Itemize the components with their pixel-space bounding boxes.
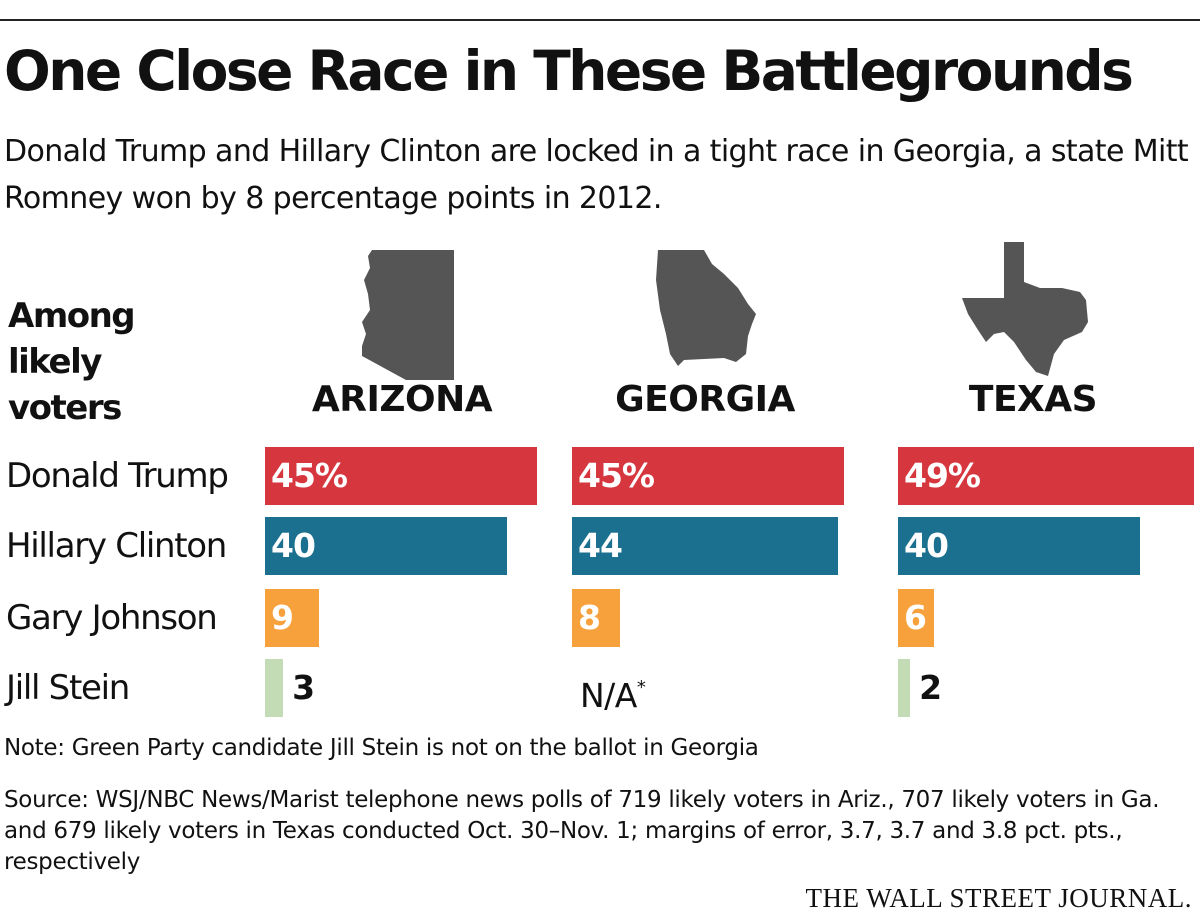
bar-georgia-donald-trump: [572, 447, 845, 505]
bar-georgia-gary-johnson: [572, 589, 621, 647]
bar-texas-hillary-clinton: [898, 517, 1140, 575]
value-label-georgia-hillary-clinton: 44: [578, 526, 623, 565]
value-label-texas-jill-stein: 2: [919, 668, 942, 707]
value-label-texas-donald-trump: 49%: [904, 456, 981, 495]
bar-texas-gary-johnson: [898, 589, 935, 647]
value-label-georgia-donald-trump: 45%: [578, 456, 655, 495]
georgia-map-icon: [656, 250, 756, 366]
candidate-label-gary-johnson: Gary Johnson: [6, 598, 218, 638]
footnote-note: Note: Green Party candidate Jill Stein i…: [4, 735, 759, 761]
value-label-arizona-jill-stein: 3: [292, 668, 315, 707]
candidate-label-hillary-clinton: Hillary Clinton: [6, 526, 227, 566]
texas-map-icon: [962, 242, 1088, 376]
bar-arizona-hillary-clinton: [265, 517, 507, 575]
candidate-label-donald-trump: Donald Trump: [6, 456, 229, 496]
bar-arizona-gary-johnson: [265, 589, 320, 647]
value-label-arizona-donald-trump: 45%: [271, 456, 348, 495]
candidate-label-jill-stein: Jill Stein: [6, 668, 130, 708]
arizona-map-icon: [362, 250, 454, 380]
chart-subtitle: Donald Trump and Hillary Clinton are loc…: [4, 134, 1189, 216]
value-label-texas-gary-johnson: 6: [904, 598, 927, 637]
value-label-arizona-gary-johnson: 9: [271, 598, 294, 637]
na-footnote-mark: *: [636, 677, 646, 698]
value-label-texas-hillary-clinton: 40: [904, 526, 949, 565]
bar-arizona-jill-stein: [265, 659, 284, 717]
bar-georgia-hillary-clinton: [572, 517, 839, 575]
value-label-arizona-hillary-clinton: 40: [271, 526, 316, 565]
row-header: Among likely voters: [8, 296, 136, 428]
value-label-georgia-gary-johnson: 8: [578, 598, 601, 637]
top-rule: [0, 19, 1200, 21]
bar-arizona-donald-trump: [265, 447, 538, 505]
bar-texas-donald-trump: [898, 447, 1195, 505]
state-label-arizona: ARIZONA: [311, 379, 493, 420]
state-label-georgia: GEORGIA: [615, 379, 795, 420]
value-label-georgia-jill-stein: N/A*: [580, 676, 646, 715]
state-label-texas: TEXAS: [968, 379, 1098, 420]
chart-title: One Close Race in These Battlegrounds: [4, 39, 1134, 103]
publisher-logo: THE WALL STREET JOURNAL.: [805, 883, 1192, 913]
bar-texas-jill-stein: [898, 659, 911, 717]
source-note: Source: WSJ/NBC News/Marist telephone ne…: [4, 787, 1160, 875]
